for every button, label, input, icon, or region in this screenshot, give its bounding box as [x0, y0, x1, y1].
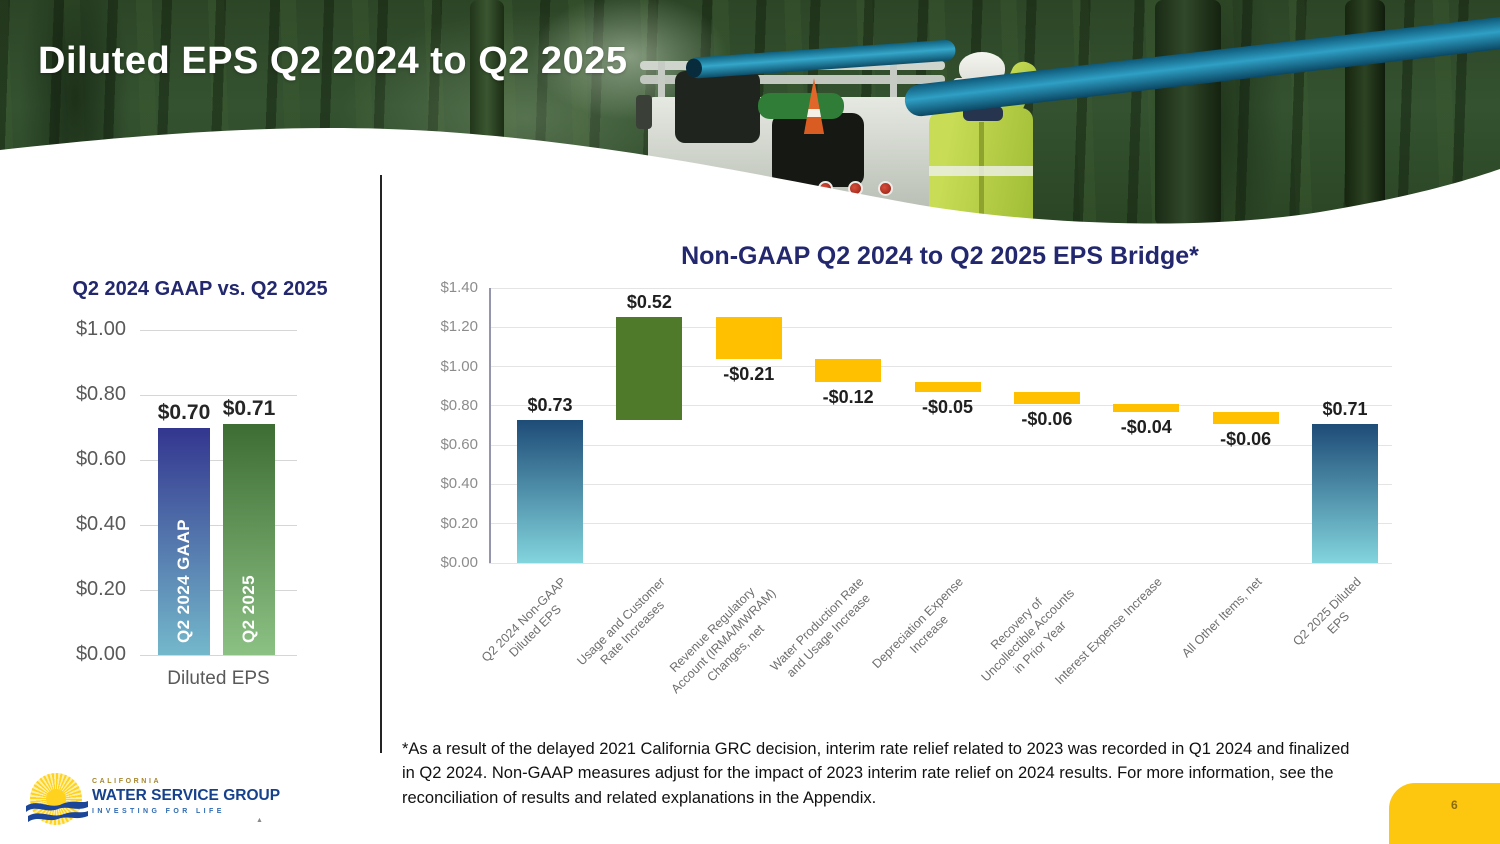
footnote-text: *As a result of the delayed 2021 Califor… — [402, 740, 1350, 807]
bar-category-label: Q2 2025 — [239, 574, 258, 643]
worker-jacket-zipper — [979, 122, 984, 234]
gridline — [489, 523, 1392, 525]
waves-icon — [26, 801, 88, 822]
section-divider — [380, 175, 382, 753]
y-axis-tick-label: $0.40 — [75, 513, 126, 535]
chart-title: Non-GAAP Q2 2024 to Q2 2025 EPS Bridge* — [681, 242, 1199, 270]
waterfall-value-label: -$0.12 — [822, 387, 874, 408]
gridline — [489, 483, 1392, 485]
gridline — [140, 329, 297, 331]
gridline — [140, 394, 297, 396]
gridline — [140, 654, 297, 656]
y-axis-tick-label: $0.80 — [440, 396, 478, 414]
waterfall-value-label: $0.73 — [527, 394, 573, 415]
y-axis-line — [489, 288, 491, 563]
header-banner: Diluted EPS Q2 2024 to Q2 2025 — [0, 0, 1500, 236]
x-category-label: All Other Items, net — [1178, 574, 1265, 661]
header-curve — [0, 128, 1500, 236]
waterfall-value-label: -$0.06 — [1220, 428, 1272, 449]
waterfall-bar — [1212, 411, 1279, 424]
gridline — [489, 444, 1392, 446]
y-axis-tick-label: $0.20 — [440, 514, 478, 532]
waterfall-bar — [1312, 423, 1378, 563]
waterfall-value-label: -$0.06 — [1021, 408, 1073, 429]
page-title: Diluted EPS Q2 2024 to Q2 2025 — [38, 40, 628, 82]
gridline — [489, 562, 1392, 564]
truck-mirror — [636, 95, 652, 129]
waterfall-bar — [815, 358, 882, 383]
gridline — [489, 287, 1392, 289]
logo-california-label: CALIFORNIA — [92, 778, 162, 785]
company-logo: CALIFORNIA WATER SERVICE GROUP INVESTING… — [26, 770, 298, 840]
waterfall-bar — [616, 317, 683, 420]
y-axis-tick-label: $1.00 — [440, 357, 478, 375]
gaap-comparison-chart: Q2 2024 GAAP vs. Q2 2025 $0.00 $0.20 $0.40… — [40, 268, 370, 713]
x-category-label: Water Production Rate and Usage Increase — [767, 574, 874, 681]
waterfall-bar — [914, 382, 981, 393]
x-category-label: Q2 2024 Non-GAAP Diluted EPS — [478, 574, 569, 665]
gridline — [489, 366, 1392, 368]
y-axis-tick-label: $0.40 — [440, 475, 478, 493]
logo-company-name: WATER SERVICE GROUP — [92, 787, 281, 804]
y-axis-tick-label: $0.20 — [75, 578, 126, 600]
y-axis-tick-label: $1.00 — [75, 318, 126, 340]
page-number: 6 — [1451, 798, 1458, 812]
sun-core-icon — [46, 789, 66, 809]
bar-value-label: $0.70 — [157, 400, 211, 424]
page-tab: 6 — [1389, 783, 1500, 844]
y-axis-tick-label: $0.00 — [75, 643, 126, 665]
x-category-label: Q2 2025 Diluted EPS — [1289, 574, 1364, 649]
waterfall-value-label: $0.52 — [626, 292, 672, 313]
logo-text: CALIFORNIA WATER SERVICE GROUP INVESTING… — [92, 778, 297, 815]
y-axis-tick-label: $1.20 — [440, 318, 478, 336]
waterfall-value-label: -$0.04 — [1120, 416, 1172, 437]
logo-tagline: INVESTING FOR LIFE — [92, 808, 225, 815]
y-axis-tick-label: $0.60 — [440, 436, 478, 454]
y-axis-tick-label: $1.40 — [440, 279, 478, 296]
waterfall-value-label: $0.71 — [1322, 398, 1368, 419]
gridline — [489, 405, 1392, 407]
bar-value-label: $0.71 — [222, 397, 276, 421]
truck-tarp — [758, 93, 844, 119]
bar-q2-2025 — [223, 424, 275, 655]
x-category-label: Depreciation Expense Increase — [869, 574, 967, 672]
waterfall-bar — [1013, 392, 1080, 404]
gridline — [140, 524, 297, 526]
gridline — [489, 326, 1392, 328]
chart-title: Q2 2024 GAAP vs. Q2 2025 — [72, 278, 328, 300]
worker-reflective-stripe — [929, 166, 1033, 176]
y-axis-tick-label: $0.80 — [75, 383, 126, 405]
truck-rack-post — [658, 61, 665, 113]
bar-q2-2024-gaap — [158, 427, 210, 655]
waterfall-bar — [1113, 403, 1180, 412]
gridline — [140, 459, 297, 461]
truck-equipment — [675, 71, 760, 143]
truck-rack-post — [890, 61, 897, 113]
waterfall-value-label: -$0.05 — [921, 397, 974, 418]
y-axis-tick-label: $0.60 — [75, 448, 126, 470]
eps-bridge-chart: Non-GAAP Q2 2024 to Q2 2025 EPS Bridge* … — [400, 238, 1450, 743]
waterfall-value-label: -$0.21 — [723, 363, 775, 384]
gridline — [140, 589, 297, 591]
tree-trunk — [1155, 0, 1221, 226]
y-axis-tick-label: $0.00 — [440, 554, 478, 571]
waterfall-bar — [517, 419, 583, 563]
bar-category-label: Q2 2024 GAAP — [174, 519, 193, 643]
truck-reflector — [878, 181, 893, 196]
logo-trademark-icon: ▲ — [256, 817, 263, 824]
waterfall-bar — [715, 317, 782, 359]
x-axis-title: Diluted EPS — [167, 668, 270, 689]
